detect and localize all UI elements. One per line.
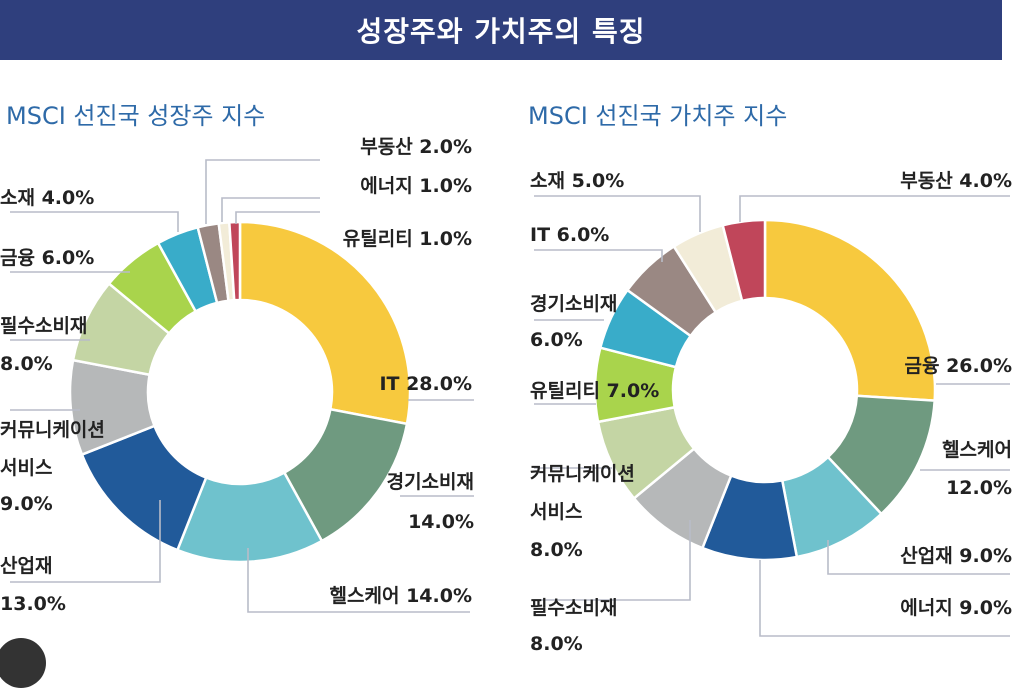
label-healthcare: 헬스케어 14.0% [330, 585, 472, 607]
label-realestate: 부동산 4.0% [900, 170, 1012, 192]
label-staples-name: 필수소비재 [530, 597, 617, 619]
label-healthcare-name: 헬스케어 [942, 439, 1012, 461]
value-donut [593, 218, 937, 562]
label-materials: 소재 5.0% [530, 170, 624, 192]
label-consdisc-name: 경기소비재 [530, 293, 617, 315]
donut-charts: 부동산 2.0% 에너지 1.0% 유틸리티 1.0% 소재 4.0% 금융 6… [0, 136, 1012, 652]
label-industrials-name: 산업재 [0, 555, 52, 577]
label-industrials-value: 13.0% [0, 593, 66, 615]
growth-donut [68, 220, 412, 564]
label-energy: 에너지 1.0% [360, 175, 472, 197]
label-industrials: 산업재 9.0% [900, 545, 1012, 567]
label-energy: 에너지 9.0% [900, 597, 1012, 619]
connector-line [221, 197, 320, 222]
slice-금융 [763, 218, 937, 403]
label-healthcare-value: 12.0% [946, 477, 1012, 499]
corner-button-icon[interactable] [0, 638, 46, 688]
label-materials: 소재 4.0% [0, 187, 94, 209]
connector-line [827, 540, 1010, 575]
slice-유틸리티 [227, 220, 242, 302]
connector-line [739, 195, 1010, 222]
label-it: IT 28.0% [379, 373, 472, 395]
label-comm-value: 9.0% [0, 493, 53, 515]
page-title-banner: 성장주와 가치주의 특징 [0, 0, 1002, 60]
growth-connectors [10, 159, 474, 613]
label-consdisc-value: 14.0% [408, 511, 474, 533]
label-comm-name-1: 커뮤니케이션 [0, 419, 105, 441]
connector-line [534, 249, 663, 262]
page-title: 성장주와 가치주의 특징 [356, 15, 646, 48]
label-utility: 유틸리티 7.0% [530, 380, 659, 402]
label-staples-name: 필수소비재 [0, 315, 87, 337]
label-it: IT 6.0% [530, 224, 609, 246]
slice-IT [238, 220, 412, 426]
growth-chart-title: MSCI 선진국 성장주 지수 [6, 102, 266, 130]
connector-line [534, 195, 701, 232]
growth-labels: 부동산 2.0% 에너지 1.0% 유틸리티 1.0% 소재 4.0% 금융 6… [0, 136, 474, 615]
connector-line [10, 211, 179, 232]
connector-line [759, 560, 1010, 637]
label-financials: 금융 26.0% [905, 355, 1013, 377]
slice-부동산 [721, 218, 767, 303]
label-comm-value: 8.0% [530, 539, 583, 561]
connector-line [10, 500, 161, 583]
value-labels: 소재 5.0% 부동산 4.0% IT 6.0% 경기소비재 6.0% 유틸리티… [530, 170, 1012, 652]
label-staples-value: 8.0% [530, 633, 583, 652]
value-chart-title: MSCI 선진국 가치주 지수 [528, 102, 788, 130]
label-comm-name-1: 커뮤니케이션 [530, 463, 635, 485]
label-consdisc-name: 경기소비재 [387, 471, 474, 493]
label-comm-name-2: 서비스 [0, 457, 52, 479]
label-consdisc-value: 6.0% [530, 329, 583, 351]
label-comm-name-2: 서비스 [530, 501, 582, 523]
connector-line [247, 548, 470, 613]
label-realestate: 부동산 2.0% [360, 136, 472, 158]
connector-line [534, 520, 691, 601]
connector-line [235, 211, 320, 224]
label-financials: 금융 6.0% [0, 247, 94, 269]
connector-line [205, 159, 320, 224]
label-utility: 유틸리티 1.0% [343, 228, 472, 250]
label-staples-value: 8.0% [0, 353, 53, 375]
value-connectors [534, 195, 1010, 637]
